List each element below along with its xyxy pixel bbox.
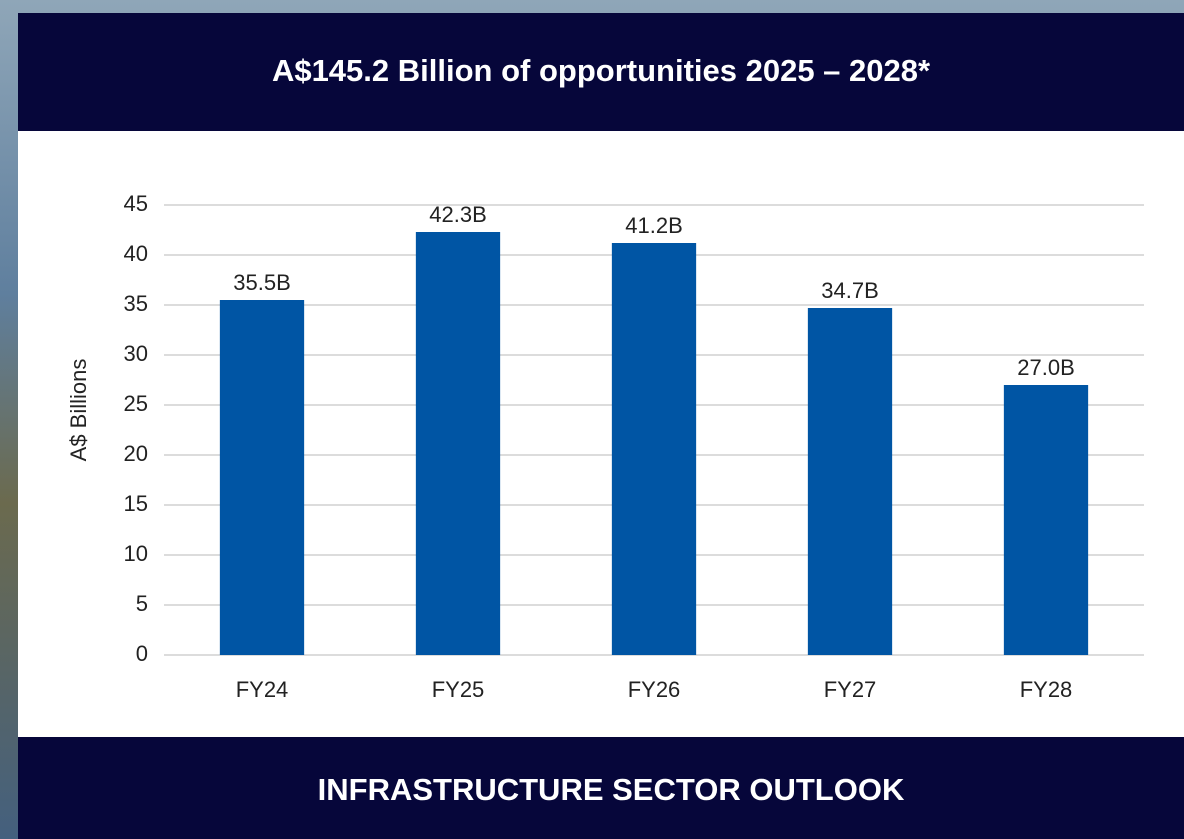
- value-label: 34.7B: [821, 278, 879, 303]
- value-label: 42.3B: [429, 202, 487, 227]
- x-tick-label: FY25: [432, 677, 485, 702]
- y-axis-label: A$ Billions: [66, 359, 91, 462]
- y-tick-label: 25: [124, 391, 148, 416]
- y-tick-label: 30: [124, 341, 148, 366]
- x-tick-label: FY26: [628, 677, 681, 702]
- chart-title: A$145.2 Billion of opportunities 2025 – …: [272, 53, 931, 88]
- y-tick-label: 5: [136, 591, 148, 616]
- footer-band: [18, 737, 1184, 839]
- x-tick-label: FY24: [236, 677, 289, 702]
- bar: [415, 232, 501, 655]
- x-tick-label: FY28: [1020, 677, 1073, 702]
- value-label: 35.5B: [233, 270, 291, 295]
- chart-panel: [18, 131, 1184, 737]
- value-label: 41.2B: [625, 213, 683, 238]
- x-tick-label: FY27: [824, 677, 877, 702]
- y-tick-label: 40: [124, 241, 148, 266]
- y-tick-label: 20: [124, 441, 148, 466]
- y-tick-label: 15: [124, 491, 148, 516]
- bar: [807, 308, 893, 655]
- header-band: [18, 13, 1184, 131]
- value-label: 27.0B: [1017, 355, 1075, 380]
- bar: [1003, 385, 1089, 655]
- footer-title: INFRASTRUCTURE SECTOR OUTLOOK: [318, 772, 905, 807]
- y-tick-label: 45: [124, 191, 148, 216]
- y-tick-label: 35: [124, 291, 148, 316]
- bar: [611, 243, 697, 655]
- bar: [219, 300, 305, 655]
- y-tick-label: 0: [136, 641, 148, 666]
- y-tick-label: 10: [124, 541, 148, 566]
